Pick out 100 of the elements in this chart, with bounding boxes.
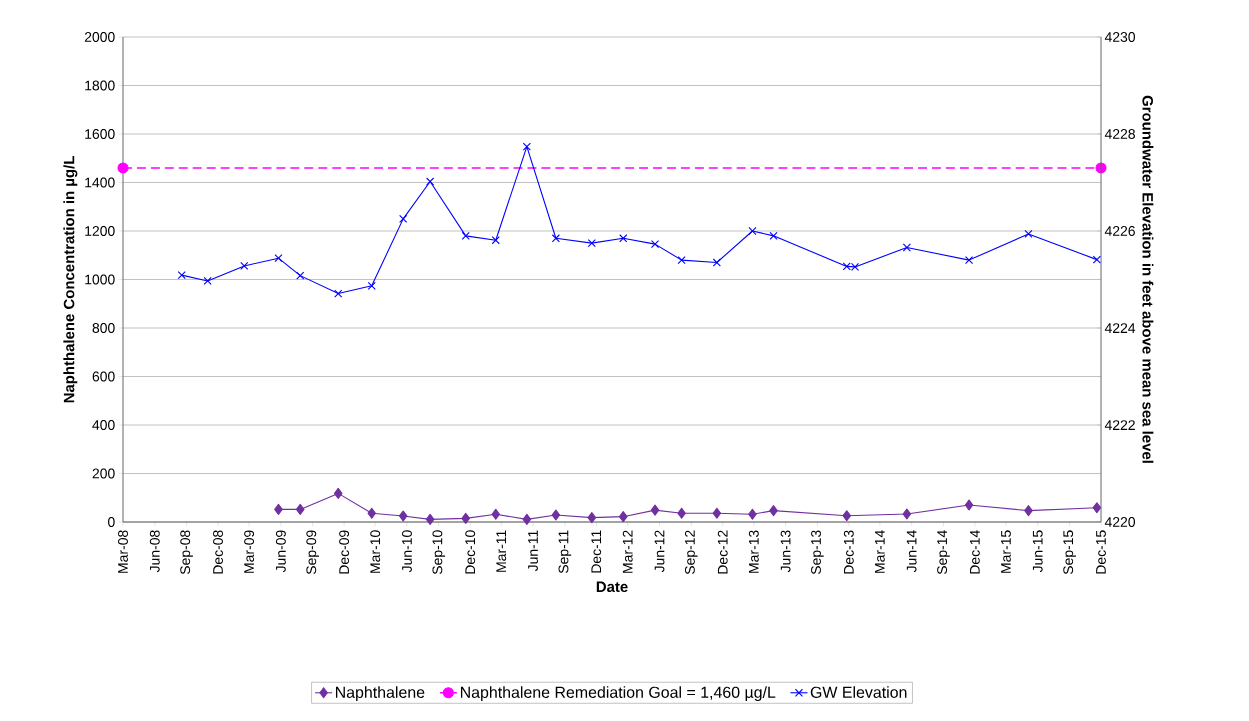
point bbox=[117, 162, 129, 174]
y-tick-label: 1000 bbox=[85, 274, 115, 285]
y-tick-label: 2000 bbox=[84, 32, 115, 42]
point bbox=[426, 177, 435, 186]
point bbox=[295, 503, 305, 515]
point bbox=[619, 234, 628, 243]
point bbox=[1024, 229, 1033, 238]
x-tick-label: Mar-14 bbox=[875, 530, 885, 573]
y-tick-label: 1200 bbox=[85, 226, 115, 236]
y2-tick-label: 4220 bbox=[1104, 517, 1136, 527]
point bbox=[491, 508, 501, 520]
x-tick-label: Mar-09 bbox=[244, 530, 255, 573]
y2-tick-label: 4226 bbox=[1104, 226, 1135, 236]
legend-label: Naphthalene Remediation Goal = 1,460 µg/L bbox=[460, 686, 776, 702]
x-tick-label: Sep-11 bbox=[558, 530, 572, 574]
point bbox=[902, 508, 912, 520]
x-tick-label: Dec-11 bbox=[591, 530, 602, 573]
x-tick-label: Mar-12 bbox=[622, 530, 633, 573]
point bbox=[274, 503, 283, 515]
point bbox=[587, 512, 597, 524]
point bbox=[677, 507, 686, 519]
x-tick-label: Jun-14 bbox=[906, 530, 917, 573]
y-tick-label: 800 bbox=[92, 323, 115, 333]
x-tick-label: Mar-15 bbox=[1001, 530, 1011, 573]
point bbox=[618, 511, 628, 523]
point bbox=[177, 271, 186, 280]
legend-label: GW Elevation bbox=[810, 686, 907, 698]
y-tick-label: 1800 bbox=[85, 80, 115, 91]
point bbox=[964, 256, 974, 265]
point bbox=[712, 258, 721, 267]
point bbox=[333, 487, 343, 499]
y2-axis-title: Groundwater Elevation in feet above mean sea level bbox=[1142, 95, 1154, 463]
x-tick-label: Jun-15 bbox=[1032, 530, 1043, 573]
point bbox=[522, 142, 531, 151]
y2-tick-label: 4222 bbox=[1104, 420, 1135, 430]
x-tick-label: Jun-11 bbox=[528, 530, 538, 572]
point bbox=[522, 513, 532, 525]
point bbox=[334, 289, 343, 298]
point bbox=[425, 513, 435, 525]
point bbox=[274, 254, 283, 263]
point bbox=[964, 499, 974, 511]
y2-tick-label: 4224 bbox=[1104, 323, 1136, 333]
x-tick-label: Mar-11 bbox=[496, 530, 507, 572]
point bbox=[748, 508, 757, 520]
x-tick-label: Sep-12 bbox=[684, 530, 698, 575]
y-axis-title: Naphthalene Concentration in µg/L bbox=[63, 156, 78, 403]
x-tick-label: Sep-10 bbox=[432, 530, 446, 575]
point bbox=[650, 240, 660, 249]
y-tick-label: 0 bbox=[108, 517, 115, 527]
y2-tick-label: 4230 bbox=[1104, 32, 1136, 42]
x-tick-label: Dec-12 bbox=[717, 530, 728, 574]
point bbox=[398, 510, 408, 522]
point bbox=[203, 276, 212, 286]
point bbox=[551, 234, 560, 243]
x-tick-label: Jun-12 bbox=[654, 530, 665, 573]
point bbox=[1092, 502, 1102, 514]
x-tick-label: Sep-08 bbox=[180, 530, 193, 575]
x-tick-label: Mar-10 bbox=[370, 530, 381, 573]
point bbox=[712, 507, 722, 519]
x-tick-label: Dec-10 bbox=[465, 530, 476, 574]
x-tick-label: Dec-08 bbox=[213, 530, 223, 574]
x-tick-label: Mar-08 bbox=[118, 530, 128, 573]
x-tick-label: Dec-14 bbox=[970, 530, 980, 574]
x-tick-label: Sep-09 bbox=[306, 530, 319, 575]
point bbox=[650, 504, 660, 516]
y-tick-label: 1600 bbox=[85, 129, 115, 139]
x-tick-label: Dec-09 bbox=[339, 530, 350, 574]
x-axis-title: Date bbox=[596, 581, 628, 593]
y-tick-label: 600 bbox=[92, 371, 115, 382]
point bbox=[1092, 255, 1101, 264]
x-tick-label: Sep-15 bbox=[1063, 530, 1076, 575]
point bbox=[769, 505, 778, 517]
point bbox=[748, 226, 757, 236]
point bbox=[587, 239, 596, 248]
x-tick-label: Sep-14 bbox=[937, 530, 950, 575]
point bbox=[842, 510, 852, 522]
point bbox=[461, 512, 470, 524]
point bbox=[551, 509, 561, 521]
point bbox=[367, 281, 376, 290]
point bbox=[240, 261, 249, 270]
x-tick-label: Dec-13 bbox=[843, 530, 854, 574]
y-tick-label: 400 bbox=[92, 420, 115, 430]
x-tick-label: Sep-13 bbox=[811, 530, 824, 575]
y-tick-label: 1400 bbox=[85, 177, 115, 188]
point bbox=[1024, 505, 1033, 517]
point bbox=[367, 507, 377, 519]
x-tick-label: Jun-08 bbox=[149, 530, 160, 573]
point bbox=[491, 236, 500, 245]
point bbox=[677, 256, 686, 265]
point bbox=[296, 271, 305, 280]
point bbox=[461, 231, 470, 240]
point bbox=[902, 243, 911, 252]
point bbox=[769, 231, 778, 240]
point bbox=[399, 214, 408, 223]
x-tick-label: Mar-13 bbox=[748, 530, 759, 573]
x-tick-label: Jun-10 bbox=[402, 530, 412, 573]
x-tick-label: Dec-15 bbox=[1096, 530, 1106, 574]
x-tick-label: Jun-13 bbox=[780, 530, 791, 573]
y-tick-label: 200 bbox=[92, 468, 115, 479]
legend-label: Naphthalene bbox=[335, 686, 425, 702]
